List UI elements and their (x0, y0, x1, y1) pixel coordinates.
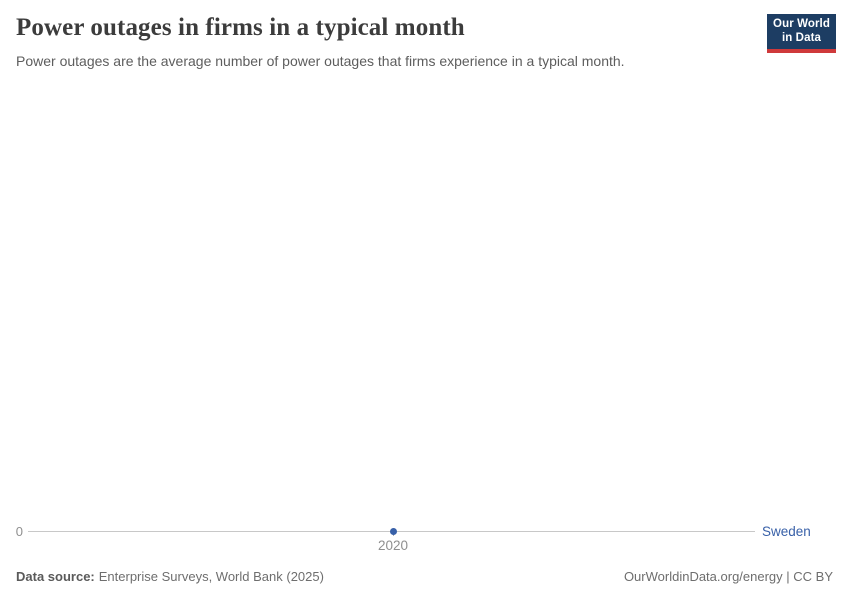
series-label-sweden[interactable]: Sweden (762, 524, 811, 539)
chart-subtitle: Power outages are the average number of … (16, 53, 625, 69)
y-axis-zero-label: 0 (15, 524, 23, 539)
datasource-note: Data source: Enterprise Surveys, World Ba… (16, 569, 324, 584)
datasource-label: Data source: (16, 569, 95, 584)
owid-logo-line2: in Data (781, 31, 822, 44)
credit-link[interactable]: OurWorldinData.org/energy | CC BY (623, 569, 833, 584)
owid-logo-line1: Our World (773, 17, 830, 30)
data-point-sweden-2020[interactable] (390, 528, 397, 535)
plot-area (0, 80, 850, 530)
owid-logo[interactable]: Our World in Data (767, 14, 836, 53)
datasource-value: Enterprise Surveys, World Bank (2025) (98, 569, 324, 584)
page-title: Power outages in firms in a typical mont… (16, 14, 465, 41)
x-axis-tick-label: 2020 (377, 538, 409, 553)
